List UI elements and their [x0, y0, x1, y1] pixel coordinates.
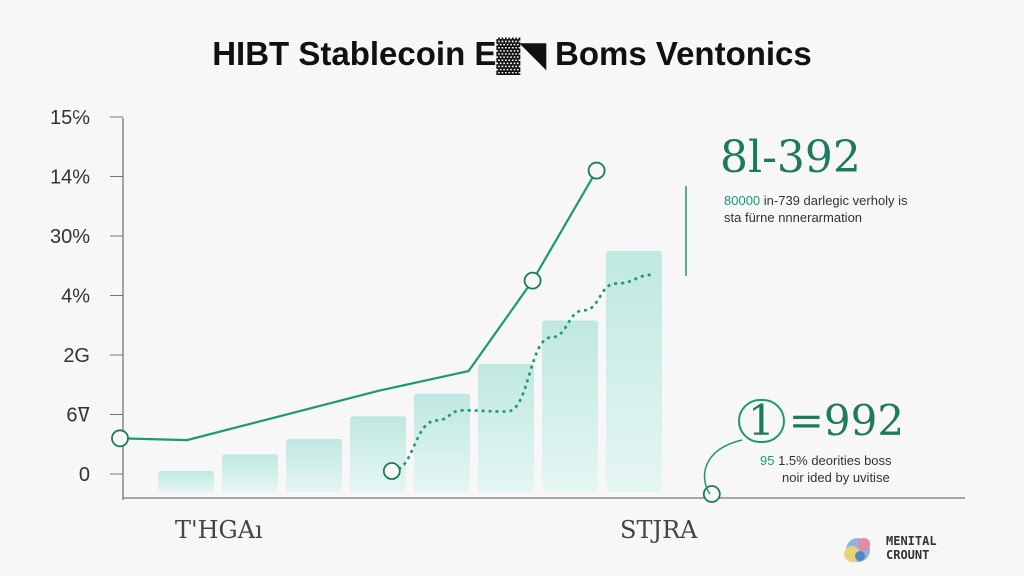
callout-1-text: 80000 in-739 darlegic verholy is sta für… [724, 192, 908, 226]
brand-logo-line1: MENITAL [886, 534, 937, 548]
callout-1-line1: in-739 darlegic verholy is [760, 193, 908, 208]
bar-1 [222, 454, 278, 492]
callout-2-value: 1 =992 [738, 396, 904, 445]
y-tick-label-3: 4% [61, 286, 90, 308]
y-tick-label-5: 14% [50, 167, 90, 189]
y-tick-label-4: 30% [50, 226, 90, 248]
bar-2 [286, 438, 342, 492]
brand-logo-text: MENITAL CROUNT [886, 534, 937, 562]
y-axis-ticks: 0 6ߜ 2G 4% 30% 14% 15℅ [50, 107, 123, 486]
y-tick-label-2: 2G [63, 345, 90, 367]
y-tick-label-6: 15℅ [50, 107, 90, 129]
dotted-line-series [391, 273, 655, 473]
x-tick-label-0: T'HGAı [175, 516, 263, 544]
callout-1-line2: sta fürne nnnerarmation [724, 210, 863, 225]
callout-1-accent: 80000 [724, 193, 761, 208]
y-tick-label-1: 6ߜ [66, 405, 90, 427]
bar-0 [158, 471, 214, 492]
callout-1-value: 8l-392 [720, 132, 861, 183]
brand-logo-icon [844, 538, 870, 562]
callout-2-circled-number: 1 [738, 399, 785, 443]
chart-title: HIBT Stablecoin E▓◥ Boms Ventonics [212, 35, 812, 72]
callout-2-accent: 95 [760, 453, 775, 468]
callout-2-rest: =992 [788, 396, 905, 445]
data-point-marker-2 [587, 161, 606, 180]
bar-4 [414, 393, 470, 492]
x-tick-label-1: STJRA [620, 516, 698, 544]
data-point-marker-1 [523, 271, 542, 290]
bar-7 [606, 250, 662, 492]
y-tick-label-0: 0 [79, 464, 90, 486]
callout-2-line2: noir ided by uvitise [782, 470, 890, 485]
solid-line-series [119, 169, 598, 442]
bar-5 [478, 363, 534, 492]
data-point-marker-3 [382, 462, 401, 480]
lines-group [119, 169, 655, 473]
data-point-marker-0 [111, 429, 129, 448]
callout-2-text: 95 1.5% deorities boss noir ided by uvit… [760, 452, 892, 486]
callout-2-line1: 1.5% deorities boss [774, 453, 892, 468]
bars-group [158, 250, 662, 492]
bar-6 [542, 320, 598, 492]
brand-logo-line2: CROUNT [886, 548, 930, 562]
bar-3 [350, 416, 406, 492]
callout-2-connector [703, 439, 743, 495]
